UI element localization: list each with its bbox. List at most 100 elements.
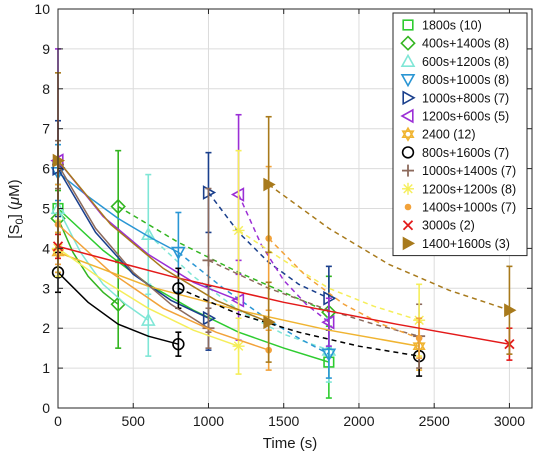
x-tick-label: 2500	[419, 413, 450, 429]
legend-entry: 600s+1200s (8)	[400, 53, 509, 69]
y-tick-label: 3	[42, 280, 50, 296]
legend-label: 3000s (2)	[422, 219, 475, 233]
series-line	[57, 168, 209, 319]
series-line	[208, 259, 420, 337]
marker-part	[401, 130, 415, 142]
legend-label: 400s+1400s (8)	[422, 37, 509, 51]
data-point	[202, 254, 215, 267]
legend-label: 2400 (12)	[422, 128, 476, 142]
series-line	[237, 194, 330, 323]
legend-label: 1000s+800s (7)	[422, 91, 509, 105]
legend-entry: 3000s (2)	[402, 219, 475, 233]
y-tick-label: 9	[42, 41, 50, 57]
legend-marker	[402, 90, 416, 106]
legend-entry: 1000s+1400s (7)	[402, 164, 516, 178]
legend-marker	[400, 74, 416, 88]
marker-part	[402, 220, 414, 231]
y-tick-labels: 0 1 2 3 4 5 6 7 8 9 10	[34, 1, 50, 416]
y-tick-label: 8	[42, 81, 50, 97]
series-line	[268, 237, 420, 339]
legend-entry: 1800s (10)	[402, 19, 482, 33]
series-line	[178, 287, 420, 357]
legend-label: 600s+1200s (8)	[422, 55, 509, 69]
legend-marker	[400, 108, 414, 124]
legend-label: 1400+1600s (3)	[422, 237, 510, 251]
x-tick-label: 3000	[494, 413, 525, 429]
data-point	[263, 315, 276, 330]
marker-part	[233, 341, 244, 351]
legend-label: 1200s+1200s (8)	[422, 182, 516, 196]
legend-label: 1200s+600s (5)	[422, 110, 509, 124]
legend-entry: 1000s+800s (7)	[402, 90, 509, 106]
series-line	[57, 245, 510, 345]
y-tick-label: 0	[42, 400, 50, 416]
data-point	[232, 224, 245, 237]
legend-label: 1800s (10)	[422, 19, 482, 33]
legend-entry: 800s+1600s (7)	[401, 146, 509, 160]
legend-label: 1400s+1000s (7)	[422, 201, 516, 215]
legend: 1800s (10) 400s+1400s (8) 600s+1200s (8) 80…	[392, 12, 528, 257]
marker-part	[403, 184, 413, 194]
y-tick-label: 6	[42, 161, 50, 177]
x-tick-label: 2000	[343, 413, 374, 429]
data-point	[321, 348, 337, 362]
legend-entry: 1200s+600s (5)	[400, 108, 509, 124]
x-tick-label: 500	[122, 413, 146, 429]
legend-entry: 400s+1400s (8)	[400, 35, 509, 51]
series-line	[57, 164, 209, 329]
y-axis-label: [S0] (μM)	[6, 179, 26, 238]
legend-entry: 2400 (12)	[401, 126, 476, 142]
legend-marker	[402, 164, 414, 177]
data-point	[52, 153, 66, 168]
legend-box	[392, 12, 528, 257]
x-tick-label: 1500	[268, 413, 299, 429]
series-line	[268, 183, 510, 311]
legend-label: 800s+1600s (7)	[422, 146, 509, 160]
legend-marker	[402, 182, 414, 195]
data-point	[171, 246, 186, 261]
legend-marker	[402, 220, 414, 231]
series-line	[57, 160, 269, 323]
legend-label: 800s+1000s (8)	[422, 73, 509, 87]
marker-part	[401, 126, 415, 138]
legend-entry: 1400s+1000s (7)	[404, 201, 516, 215]
legend-marker	[400, 53, 416, 67]
legend-marker	[401, 126, 415, 142]
y-tick-label: 4	[42, 240, 50, 256]
data-point	[110, 198, 126, 215]
data-point	[415, 334, 423, 342]
y-tick-label: 5	[42, 201, 50, 217]
x-tick-label: 1000	[193, 413, 224, 429]
legend-entry: 1400+1600s (3)	[402, 236, 510, 251]
data-point	[172, 282, 185, 295]
legend-entry: 1200s+1200s (8)	[402, 182, 516, 196]
y-tick-label: 2	[42, 320, 50, 336]
data-point	[321, 314, 335, 330]
x-tick-labels: 0 500 1000 1500 2000 2500 3000	[54, 413, 525, 429]
legend-label: 1000s+1400s (7)	[422, 164, 516, 178]
data-point	[172, 337, 185, 351]
series-line	[57, 247, 239, 347]
y-tick-label: 10	[34, 1, 50, 17]
data-point	[140, 312, 156, 326]
y-tick-label: 1	[42, 360, 50, 376]
data-point	[504, 303, 517, 318]
y-tick-label: 7	[42, 121, 50, 137]
x-tick-label: 0	[54, 413, 62, 429]
legend-marker	[402, 19, 414, 31]
series-line	[57, 271, 179, 345]
series-line	[57, 218, 119, 305]
series-line	[57, 172, 179, 254]
legend-marker	[400, 35, 416, 51]
x-axis-label: Time (s)	[263, 435, 317, 452]
axes	[57, 8, 533, 409]
legend-marker	[404, 203, 412, 211]
legend-marker	[402, 236, 416, 251]
marker-part	[233, 225, 244, 236]
data-point	[232, 340, 245, 353]
legend-entry: 800s+1000s (8)	[400, 73, 509, 88]
data-point	[263, 177, 276, 192]
series-12	[52, 72, 517, 363]
legend-marker	[401, 146, 415, 159]
